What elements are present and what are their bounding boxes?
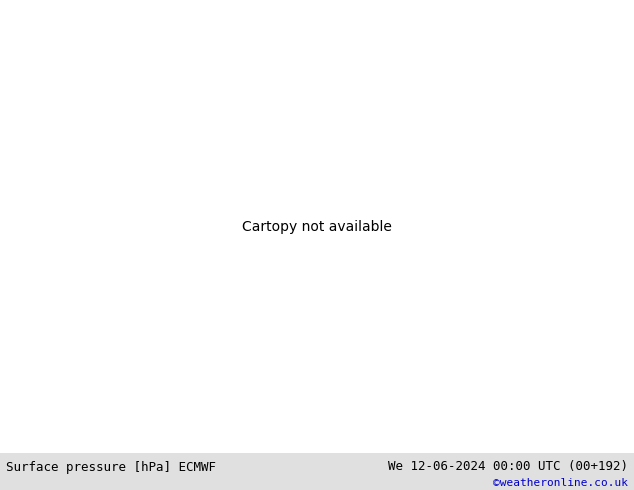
- Text: ©weatheronline.co.uk: ©weatheronline.co.uk: [493, 478, 628, 488]
- Text: Cartopy not available: Cartopy not available: [242, 220, 392, 234]
- Text: Surface pressure [hPa] ECMWF: Surface pressure [hPa] ECMWF: [6, 462, 216, 474]
- Text: We 12-06-2024 00:00 UTC (00+192): We 12-06-2024 00:00 UTC (00+192): [387, 460, 628, 473]
